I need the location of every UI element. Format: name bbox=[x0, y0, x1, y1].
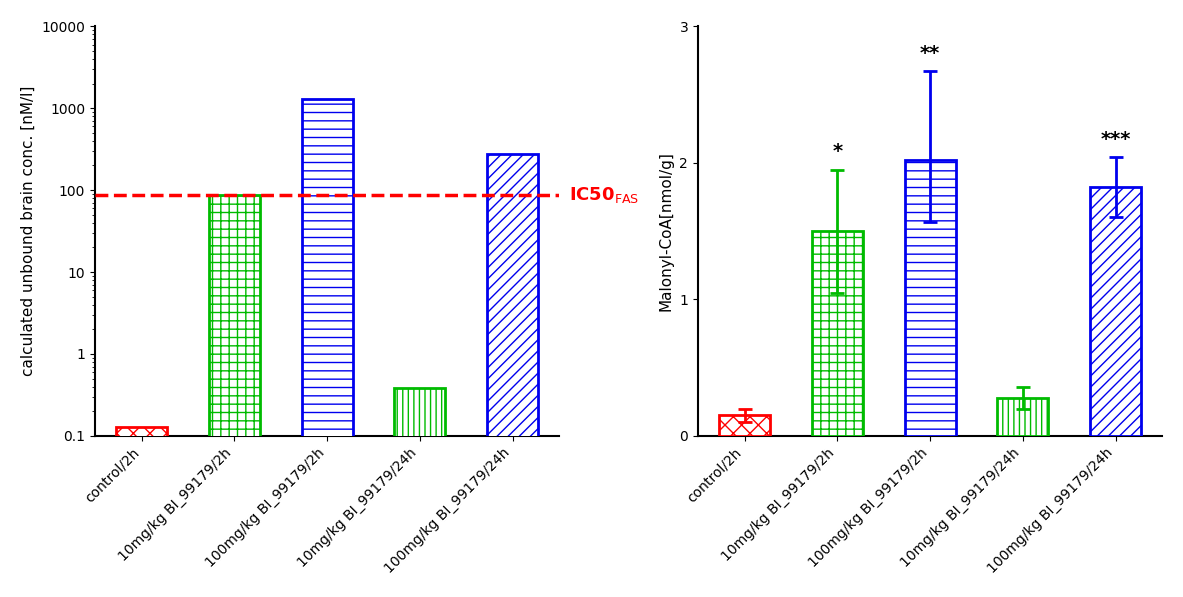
Bar bbox=[1090, 187, 1142, 436]
Bar bbox=[116, 426, 167, 597]
Text: **: ** bbox=[920, 44, 940, 63]
Y-axis label: calculated unbound brain conc. [nM/l]: calculated unbound brain conc. [nM/l] bbox=[21, 86, 35, 376]
Bar bbox=[209, 195, 260, 597]
Text: ***: *** bbox=[1100, 130, 1131, 149]
Bar bbox=[394, 389, 445, 597]
Bar bbox=[302, 99, 353, 597]
Bar bbox=[487, 153, 538, 597]
Bar bbox=[997, 398, 1048, 436]
Text: IC50$_{\mathrm{FAS}}$: IC50$_{\mathrm{FAS}}$ bbox=[569, 184, 639, 205]
Bar bbox=[812, 231, 862, 436]
Bar bbox=[719, 416, 770, 436]
Bar bbox=[905, 160, 956, 436]
Text: *: * bbox=[832, 143, 842, 161]
Y-axis label: Malonyl-CoA[nmol/g]: Malonyl-CoA[nmol/g] bbox=[659, 151, 674, 311]
